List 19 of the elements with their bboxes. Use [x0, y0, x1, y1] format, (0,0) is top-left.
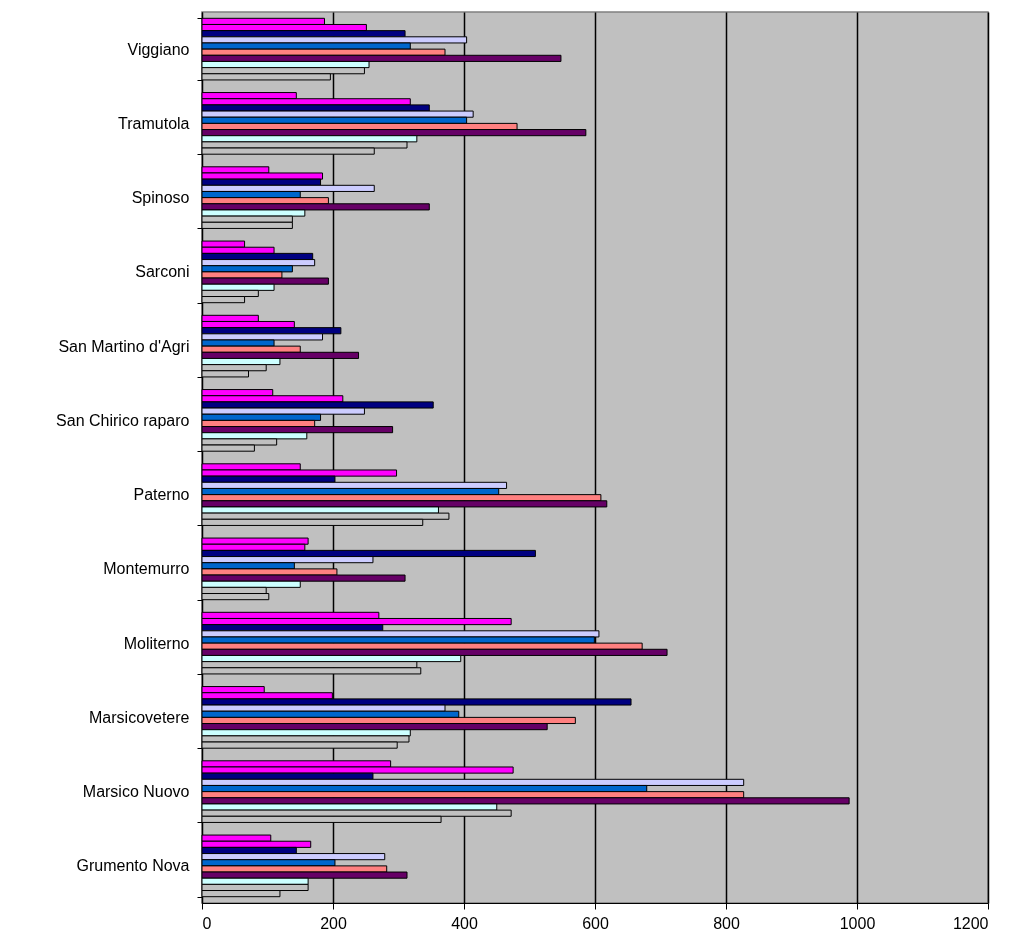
y-tick-label: Montemurro — [103, 560, 190, 578]
x-tick-label: 800 — [713, 914, 740, 932]
y-tick-label: San Chirico raparo — [56, 411, 190, 429]
x-tick-label: 1200 — [952, 914, 989, 932]
x-tick-label: 1000 — [839, 914, 876, 932]
x-tick-label: 400 — [451, 914, 478, 932]
x-tick-label: 0 — [202, 914, 212, 932]
y-tick-label: Grumento Nova — [76, 857, 190, 875]
x-tick-label: 200 — [320, 914, 347, 932]
y-tick-label: Viggiano — [127, 40, 190, 58]
y-tick-label: Tramutola — [118, 114, 190, 132]
x-tick-label: 600 — [582, 914, 609, 932]
y-tick-label: Spinoso — [131, 189, 190, 207]
y-tick-label: San Martino d'Agri — [58, 337, 190, 355]
y-tick-label: Marsico Nuovo — [82, 783, 190, 801]
y-tick-label: Sarconi — [135, 263, 190, 281]
y-tick-label: Marsicovetere — [89, 708, 190, 726]
y-tick-label: Paterno — [133, 486, 190, 504]
y-tick-label: Moliterno — [123, 634, 190, 652]
